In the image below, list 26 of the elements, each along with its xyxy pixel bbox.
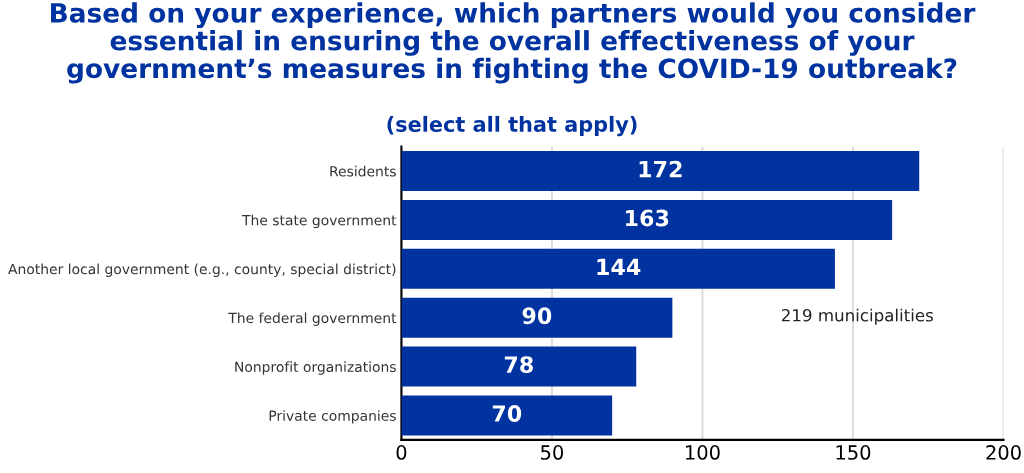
bar — [401, 151, 920, 192]
data-label: 70 — [492, 405, 522, 422]
bar — [401, 395, 613, 436]
y-tick-label: Private companies — [269, 410, 396, 424]
x-tick-label: 150 — [836, 445, 871, 460]
bar — [401, 297, 673, 338]
bar — [401, 248, 835, 289]
bar — [401, 199, 893, 240]
annotation: 219 municipalities — [781, 308, 933, 325]
x-tick-label: 50 — [541, 445, 564, 460]
bar — [401, 346, 637, 387]
chart-subtitle: (select all that apply) — [387, 115, 637, 137]
y-tick-label: Another local government (e.g., county, special district) — [8, 263, 396, 277]
y-tick-label: The federal government — [228, 312, 397, 326]
y-tick-label: The state government — [241, 214, 397, 229]
y-tick-label: Residents — [330, 165, 396, 177]
x-tick-label: 200 — [986, 445, 1021, 460]
y-tick-label: Nonprofit organizations — [235, 361, 396, 375]
data-label: 90 — [522, 307, 552, 325]
x-tick-label: 100 — [686, 445, 720, 460]
x-tick-label: 0 — [396, 445, 407, 460]
data-label: 144 — [597, 258, 641, 275]
data-label: 163 — [626, 209, 669, 227]
chart-title: Based on your experience, which partners would you consider essential in ensuring the overall effectiveness of your government’s measures in fighting the COVID-19 outbreak? — [51, 2, 976, 84]
data-label: 172 — [639, 160, 682, 178]
data-label: 78 — [504, 356, 533, 374]
